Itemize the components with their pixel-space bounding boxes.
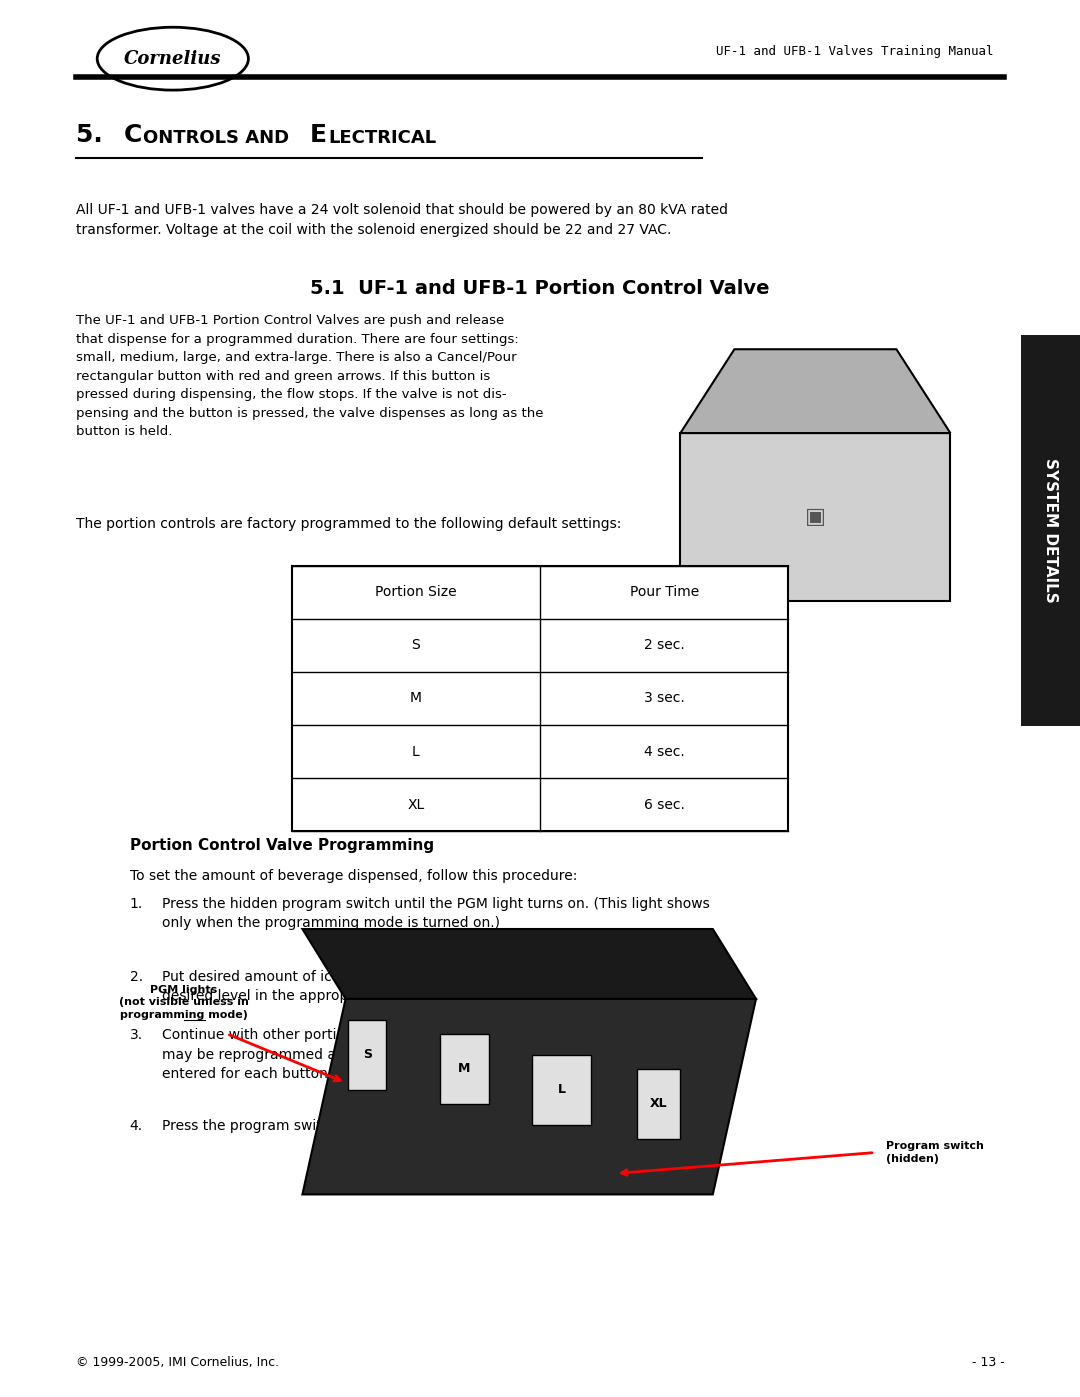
Text: 4.: 4. bbox=[130, 1119, 143, 1133]
Text: Portion Size: Portion Size bbox=[375, 585, 457, 599]
Text: M: M bbox=[458, 1062, 471, 1076]
Text: Program switch
(hidden): Program switch (hidden) bbox=[886, 1141, 984, 1164]
Bar bbox=[680, 433, 950, 601]
Text: © 1999-2005, IMI Cornelius, Inc.: © 1999-2005, IMI Cornelius, Inc. bbox=[76, 1356, 279, 1369]
Text: L: L bbox=[557, 1083, 566, 1097]
Text: ONTROLS AND: ONTROLS AND bbox=[143, 129, 295, 147]
Text: S: S bbox=[411, 638, 420, 652]
Text: Pour Time: Pour Time bbox=[630, 585, 699, 599]
Text: L: L bbox=[411, 745, 420, 759]
Text: 3 sec.: 3 sec. bbox=[644, 692, 685, 705]
Text: - 13 -: - 13 - bbox=[972, 1356, 1004, 1369]
Text: 4 sec.: 4 sec. bbox=[644, 745, 685, 759]
Text: Press the hidden program switch until the PGM light turns on. (This light shows
: Press the hidden program switch until th… bbox=[162, 897, 710, 930]
Text: To set the amount of beverage dispensed, follow this procedure:: To set the amount of beverage dispensed,… bbox=[130, 869, 577, 883]
Text: PGM lights
(not visible unless in
programming mode): PGM lights (not visible unless in progra… bbox=[119, 985, 248, 1020]
Text: E: E bbox=[310, 123, 327, 147]
Polygon shape bbox=[302, 999, 756, 1194]
Text: 3.: 3. bbox=[130, 1028, 143, 1042]
Text: The portion controls are factory programmed to the following default settings:: The portion controls are factory program… bbox=[76, 517, 621, 531]
Text: XL: XL bbox=[407, 798, 424, 812]
Text: 2.: 2. bbox=[130, 970, 143, 983]
Text: ▣: ▣ bbox=[805, 507, 826, 527]
Text: UF-1 and UFB-1 Valves Training Manual: UF-1 and UFB-1 Valves Training Manual bbox=[716, 45, 994, 59]
Bar bbox=[348, 1020, 386, 1090]
Text: The UF-1 and UFB-1 Portion Control Valves are push and release
that dispense for: The UF-1 and UFB-1 Portion Control Valve… bbox=[76, 314, 543, 439]
Text: Portion Control Valve Programming: Portion Control Valve Programming bbox=[130, 838, 434, 854]
Text: Cornelius: Cornelius bbox=[124, 50, 221, 67]
Text: 2 sec.: 2 sec. bbox=[644, 638, 685, 652]
Text: M: M bbox=[409, 692, 422, 705]
Text: 1.: 1. bbox=[130, 897, 143, 911]
Text: 6 sec.: 6 sec. bbox=[644, 798, 685, 812]
Text: Continue with other portion buttons that need programming. Portion buttons
may b: Continue with other portion buttons that… bbox=[162, 1028, 704, 1081]
Text: Put desired amount of ice in cup. Press and hold a portion button until the
desi: Put desired amount of ice in cup. Press … bbox=[162, 970, 677, 1003]
Text: 5.: 5. bbox=[76, 123, 120, 147]
Polygon shape bbox=[680, 349, 950, 433]
Text: XL: XL bbox=[650, 1097, 667, 1111]
Bar bbox=[531, 1055, 592, 1125]
Bar bbox=[441, 1034, 488, 1104]
Text: SYSTEM DETAILS: SYSTEM DETAILS bbox=[1043, 458, 1057, 604]
Polygon shape bbox=[302, 929, 756, 999]
Text: All UF-1 and UFB-1 valves have a 24 volt solenoid that should be powered by an 8: All UF-1 and UFB-1 valves have a 24 volt… bbox=[76, 203, 728, 237]
Text: 5.1  UF-1 and UFB-1 Portion Control Valve: 5.1 UF-1 and UFB-1 Portion Control Valve bbox=[310, 279, 770, 299]
Bar bbox=[1021, 335, 1080, 726]
Bar bbox=[637, 1069, 680, 1139]
Text: S: S bbox=[363, 1048, 372, 1062]
Text: C: C bbox=[124, 123, 143, 147]
Bar bbox=[292, 566, 788, 831]
Text: LECTRICAL: LECTRICAL bbox=[328, 129, 436, 147]
Text: Press the program switch until the PGM light turns off.: Press the program switch until the PGM l… bbox=[162, 1119, 538, 1133]
